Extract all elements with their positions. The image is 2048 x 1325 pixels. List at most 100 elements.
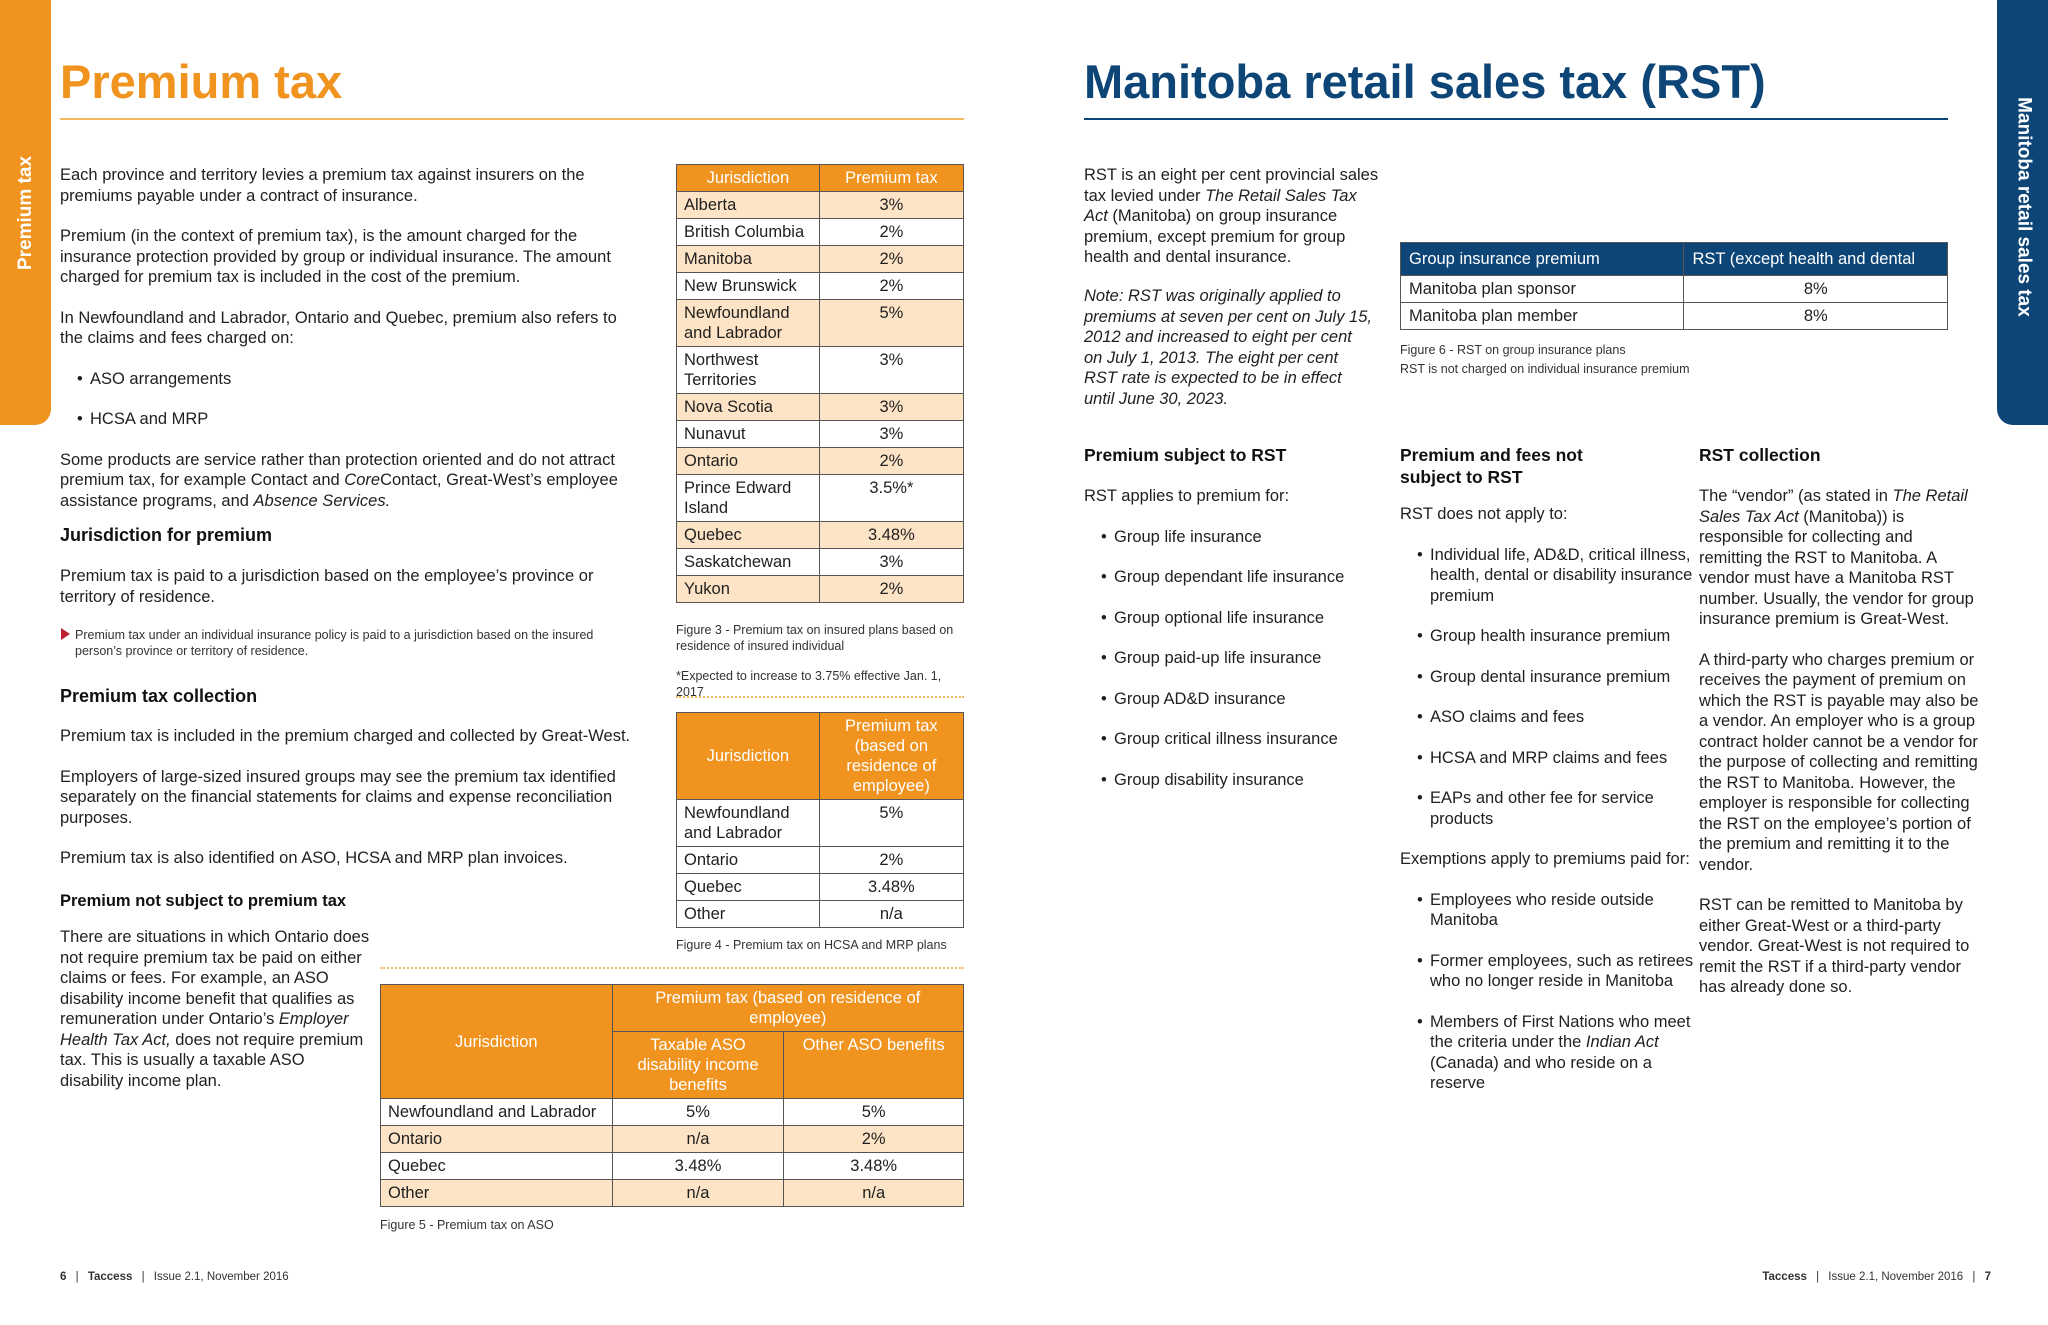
side-tab-manitoba-rst: Manitoba retail sales tax (1997, 0, 2048, 425)
cell-plan: Manitoba plan member (1399, 302, 1685, 330)
text-run-italic: The Retail Sales Tax Act (1699, 487, 1968, 526)
column-header: Jurisdiction (676, 712, 820, 800)
table-row: Newfoundland and Labrador 5% (676, 299, 965, 347)
list-item: EAPs and other fee for service products (1414, 788, 1695, 829)
collection-block: Premium tax is included in the premium c… (60, 726, 640, 889)
cell-jurisdiction: Manitoba (676, 245, 820, 273)
table-row: Ontario 2% (676, 846, 965, 874)
rst-not-apply-list: Individual life, AD&D, critical illness,… (1414, 545, 1695, 830)
text-run: Contact, Great-West’s employee assistanc… (60, 471, 618, 510)
table-row: Alberta 3% (676, 191, 965, 219)
side-tab-premium-tax: Premium tax (0, 0, 51, 425)
cell-jurisdiction: Nunavut (676, 420, 820, 448)
text-run: Some products are service rather than pr… (60, 450, 615, 490)
column-lead: Exemptions apply to premiums paid for: (1400, 850, 1690, 868)
text-run: Members of First Nations who meet the cr… (1430, 1012, 1691, 1052)
cell-rate: 5% (611, 1098, 785, 1126)
jurisdiction-note: Premium tax under an individual insuranc… (75, 628, 594, 658)
cell-rate: n/a (783, 1179, 964, 1207)
column-header: Group insurance premium (1399, 242, 1685, 276)
right-footer: Taccess | Issue 2.1, November 2016 | 7 (1762, 1271, 1991, 1283)
column-header: Premium tax (based on residence of emplo… (818, 712, 965, 800)
figure-6-caption-2: RST is not charged on individual insuran… (1400, 362, 1690, 376)
table-row: Ontario n/a 2% (380, 1125, 964, 1153)
collection-heading: Premium tax collection (60, 686, 258, 706)
cell-rate: 5% (818, 799, 965, 847)
text-run-italic: The Retail Sales Tax Act (1084, 186, 1357, 226)
cell-rate: n/a (611, 1125, 785, 1153)
cell-rate: 8% (1683, 275, 1948, 303)
jurisdiction-para: Premium tax is paid to a jurisdiction ba… (60, 567, 594, 606)
footer-brand: Taccess (1762, 1271, 1807, 1283)
table-row: Yukon 2% (676, 575, 965, 603)
table-row: Newfoundland and Labrador 5% (676, 799, 965, 847)
cell-jurisdiction: Yukon (676, 575, 820, 603)
side-tab-label: Premium tax (14, 155, 36, 271)
title-rule (1084, 118, 1948, 120)
intro-para-3: In Newfoundland and Labrador, Ontario an… (60, 308, 617, 348)
cell-jurisdiction: British Columbia (676, 218, 820, 246)
dotted-divider (676, 696, 964, 698)
aso-table: Jurisdiction Premium tax (based on resid… (380, 984, 965, 1207)
premium-tax-table: Jurisdiction Premium tax Alberta 3% Briti… (676, 164, 965, 603)
table-row: Nova Scotia 3% (676, 393, 965, 421)
list-item: Group AD&D insurance (1098, 689, 1374, 710)
table-row: Prince Edward Island 3.5%* (676, 474, 965, 522)
list-item: Group dependant life insurance (1098, 567, 1374, 588)
section-heading: Premium and fees not subject to RST (1400, 445, 1583, 487)
table-row: Saskatchewan 3% (676, 548, 965, 576)
left-footer: 6 | Taccess | Issue 2.1, November 2016 (60, 1271, 289, 1283)
list-item: ASO claims and fees (1414, 707, 1695, 728)
text-run: RST is an eight per cent provincial sale… (1084, 166, 1379, 205)
cell-rate: 3% (818, 548, 965, 576)
cell-rate: 3.48% (818, 521, 965, 549)
cell-jurisdiction: Nova Scotia (676, 393, 820, 421)
cell-jurisdiction: Quebec (380, 1152, 613, 1180)
collection-para-1: The “vendor” (as stated in The Retail Sa… (1699, 486, 1979, 630)
table-row: Quebec 3.48% (676, 521, 965, 549)
cell-rate: 2% (818, 447, 965, 475)
cell-jurisdiction: Prince Edward Island (676, 474, 820, 522)
not-subject-heading: Premium not subject to premium tax (60, 892, 347, 910)
text-run: (Canada) and who reside on a reserve (1430, 1053, 1652, 1093)
cell-rate: 2% (818, 245, 965, 273)
cell-rate: 3.48% (783, 1152, 964, 1180)
footer-brand: Taccess (87, 1271, 133, 1283)
cell-rate: 5% (818, 299, 965, 347)
cell-jurisdiction: Other (380, 1179, 613, 1207)
cell-jurisdiction: Newfoundland and Labrador (380, 1098, 613, 1126)
text-run-italic: Absence Services. (253, 491, 391, 510)
page-title-premium-tax: Premium tax (60, 55, 343, 108)
text-run: (Manitoba) on group insurance premium, e… (1084, 207, 1346, 266)
page-number: 6 (60, 1271, 67, 1283)
cell-jurisdiction: Newfoundland and Labrador (676, 799, 820, 847)
table-row: Manitoba plan member 8% (1399, 302, 1948, 330)
side-tab-label: Manitoba retail sales tax (2012, 97, 2034, 317)
cell-rate: 3% (818, 191, 965, 219)
table-row: Quebec 3.48% 3.48% (380, 1152, 964, 1180)
list-item: Group life insurance (1098, 527, 1374, 548)
collection-para-3: RST can be remitted to Manitoba by eithe… (1699, 896, 1970, 996)
collection-para-3: Premium tax is also identified on ASO, H… (60, 849, 568, 867)
footer-issue: Issue 2.1, November 2016 (1828, 1271, 1964, 1283)
intro-para-2: Premium (in the context of premium tax),… (60, 227, 611, 286)
text-run-italic: Employer Health Tax Act, (60, 1010, 349, 1049)
intro-block: Each province and territory levies a pre… (60, 165, 640, 531)
list-item: Group disability insurance (1098, 770, 1374, 791)
cell-rate: 2% (818, 218, 965, 246)
text-run: (Manitoba)) is responsible for collectin… (1699, 507, 1974, 629)
list-item: Group paid-up life insurance (1098, 648, 1374, 669)
rst-intro-para: RST is an eight per cent provincial sale… (1084, 165, 1384, 268)
cell-rate: 2% (818, 575, 965, 603)
cell-jurisdiction: New Brunswick (676, 272, 820, 300)
cell-rate: 2% (818, 272, 965, 300)
table-row: Quebec 3.48% (676, 873, 965, 901)
column-header: Jurisdiction (380, 984, 613, 1099)
title-rule (60, 118, 964, 120)
table-row: New Brunswick 2% (676, 272, 965, 300)
rst-applies-list: Group life insurance Group dependant lif… (1098, 527, 1374, 791)
text-run-italic: Core (344, 471, 381, 489)
text-run: does not require premium tax. This is us… (60, 1030, 364, 1090)
cell-rate: 3% (818, 393, 965, 421)
page-number: 7 (1984, 1271, 1991, 1283)
